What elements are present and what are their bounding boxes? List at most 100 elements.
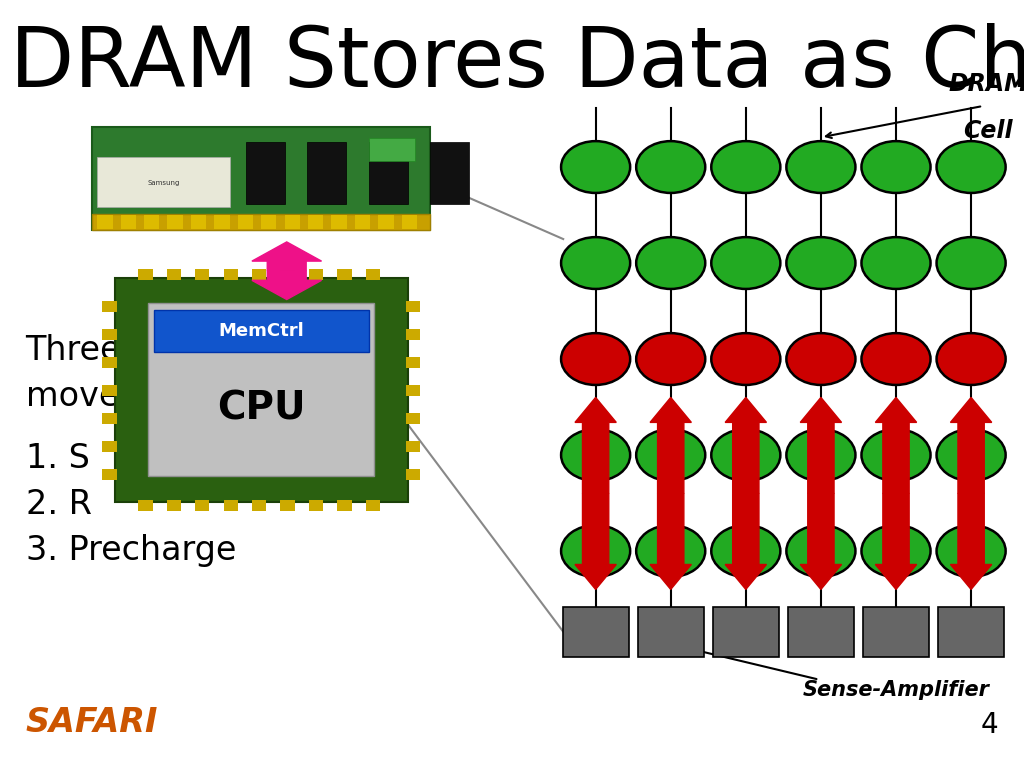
Bar (252, 269, 266, 280)
Text: CPU: CPU (217, 390, 305, 428)
Circle shape (561, 141, 630, 193)
Circle shape (712, 333, 780, 385)
Bar (638, 607, 703, 657)
Bar (281, 500, 295, 511)
Bar (337, 500, 351, 511)
Bar (308, 215, 324, 229)
Text: DRAM: DRAM (948, 72, 1024, 96)
Bar (138, 269, 153, 280)
Circle shape (636, 525, 706, 577)
Bar (354, 215, 370, 229)
FancyArrow shape (252, 271, 322, 300)
Circle shape (636, 237, 706, 289)
Circle shape (861, 333, 931, 385)
Circle shape (636, 333, 706, 385)
Circle shape (712, 525, 780, 577)
Bar (252, 500, 266, 511)
Bar (223, 269, 238, 280)
Bar (102, 301, 117, 312)
FancyArrow shape (725, 494, 766, 590)
Bar (97, 215, 113, 229)
Bar (102, 329, 117, 340)
Bar (167, 269, 181, 280)
FancyArrow shape (725, 398, 766, 494)
Bar (369, 142, 408, 204)
Bar (938, 607, 1005, 657)
Bar (102, 386, 117, 396)
Circle shape (786, 237, 855, 289)
FancyArrow shape (650, 398, 691, 494)
Text: 4: 4 (981, 711, 998, 739)
Bar (366, 269, 380, 280)
FancyArrow shape (801, 398, 842, 494)
FancyArrow shape (575, 398, 616, 494)
Circle shape (861, 429, 931, 481)
Circle shape (937, 429, 1006, 481)
Bar (337, 269, 351, 280)
Circle shape (937, 237, 1006, 289)
Bar (167, 500, 181, 511)
Bar (285, 215, 300, 229)
Bar (562, 607, 629, 657)
Circle shape (636, 429, 706, 481)
Text: MemCtrl: MemCtrl (218, 322, 304, 339)
Bar (406, 413, 420, 424)
Bar (261, 215, 276, 229)
Bar (281, 269, 295, 280)
Text: Samsung: Samsung (147, 180, 180, 186)
FancyArrow shape (876, 398, 916, 494)
Bar (196, 500, 210, 511)
FancyArrow shape (950, 398, 991, 494)
Circle shape (712, 141, 780, 193)
Bar (246, 142, 285, 204)
FancyArrow shape (575, 494, 616, 590)
Bar (406, 357, 420, 368)
Circle shape (561, 333, 630, 385)
FancyArrow shape (801, 494, 842, 590)
Circle shape (712, 429, 780, 481)
FancyArrow shape (252, 242, 322, 271)
Bar (102, 442, 117, 452)
Circle shape (786, 333, 855, 385)
Circle shape (561, 525, 630, 577)
Circle shape (786, 141, 855, 193)
Bar (309, 269, 324, 280)
Circle shape (937, 333, 1006, 385)
Bar (369, 138, 415, 161)
Bar (401, 215, 417, 229)
Circle shape (786, 429, 855, 481)
Bar (223, 500, 238, 511)
Text: DRAM Stores Data as Charge: DRAM Stores Data as Charge (10, 23, 1024, 104)
Circle shape (561, 237, 630, 289)
Bar (787, 607, 854, 657)
Bar (406, 329, 420, 340)
Bar (406, 386, 420, 396)
Text: 1. S: 1. S (26, 442, 89, 475)
Bar (92, 214, 430, 230)
Bar (309, 500, 324, 511)
Text: Three steps of charge: Three steps of charge (26, 334, 389, 367)
Circle shape (561, 429, 630, 481)
Bar (366, 500, 380, 511)
FancyArrow shape (876, 494, 916, 590)
Circle shape (786, 525, 855, 577)
Circle shape (712, 237, 780, 289)
Bar (102, 413, 117, 424)
Bar (863, 607, 929, 657)
Text: 2. R: 2. R (26, 488, 91, 521)
Bar (332, 215, 347, 229)
Bar (154, 310, 369, 352)
Bar (430, 142, 469, 204)
FancyArrow shape (950, 494, 991, 590)
Bar (713, 607, 779, 657)
Bar (406, 301, 420, 312)
Text: Sense-Amplifier: Sense-Amplifier (803, 680, 989, 700)
Bar (148, 303, 374, 476)
Bar (196, 269, 210, 280)
Text: SAFARI: SAFARI (26, 706, 158, 739)
Bar (214, 215, 229, 229)
Bar (168, 215, 183, 229)
Bar (97, 157, 230, 207)
Bar (144, 215, 160, 229)
Circle shape (861, 237, 931, 289)
